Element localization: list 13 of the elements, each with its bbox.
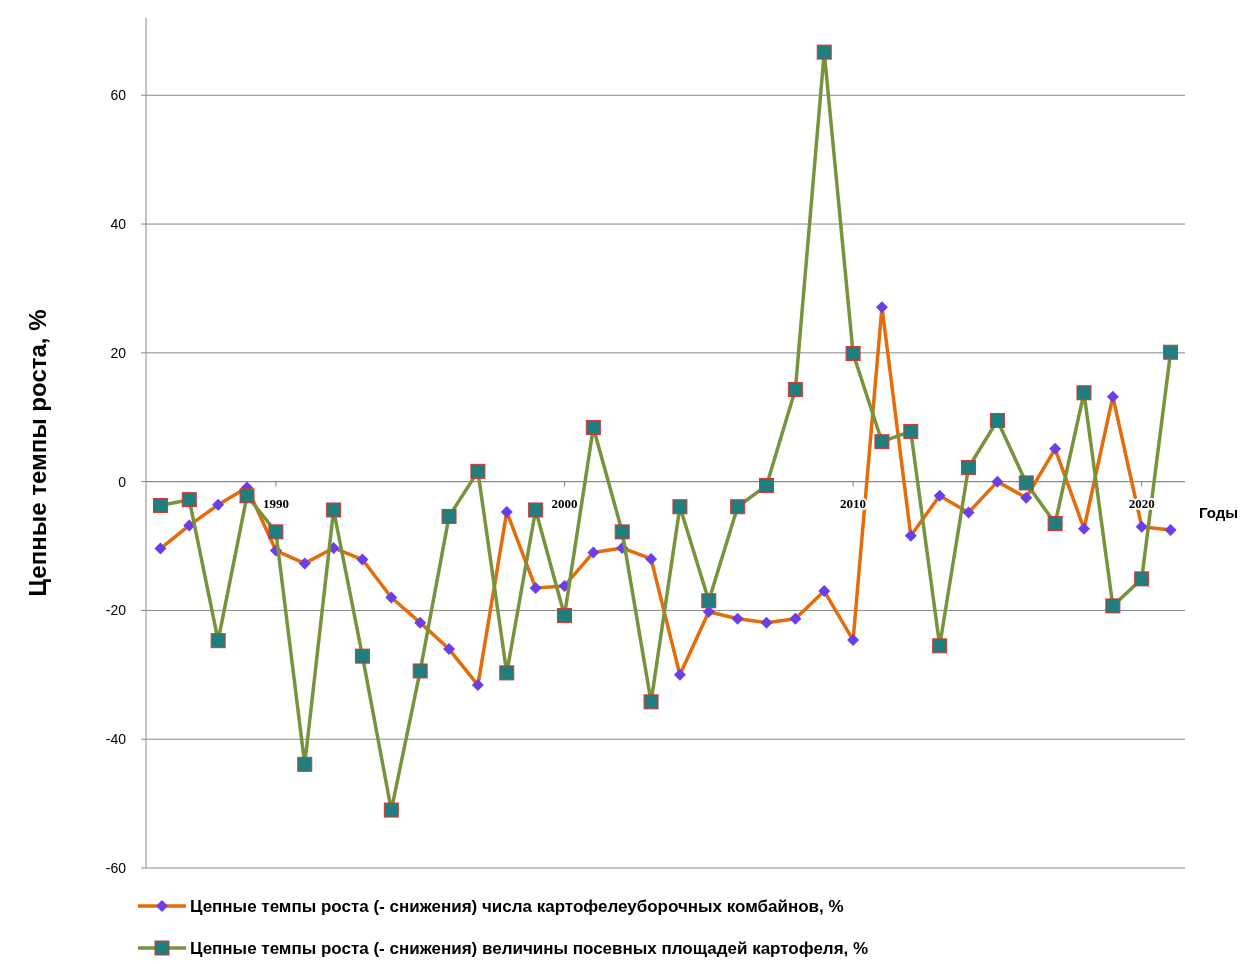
y-tick-label: -60 [105, 859, 127, 876]
x-tick-label: 2000 [551, 495, 578, 511]
legend-label: Цепные темпы роста (- снижения) числа картофелеуборочных комбайнов, % [190, 896, 844, 916]
x-tick-label: 1990 [262, 495, 289, 511]
y-tick-label: 0 [118, 473, 127, 490]
x-axis-title: Годы [1199, 503, 1239, 521]
legend-label: Цепные темпы роста (- снижения) величины посевных площадей картофеля, % [190, 938, 869, 958]
y-axis-title: Цепные темпы роста, % [24, 309, 51, 597]
y-tick-label: 60 [110, 87, 127, 104]
y-tick-label: 20 [110, 344, 127, 361]
y-tick-label: -40 [105, 731, 127, 748]
y-tick-label: -20 [105, 602, 127, 619]
y-tick-label: 40 [110, 215, 127, 232]
